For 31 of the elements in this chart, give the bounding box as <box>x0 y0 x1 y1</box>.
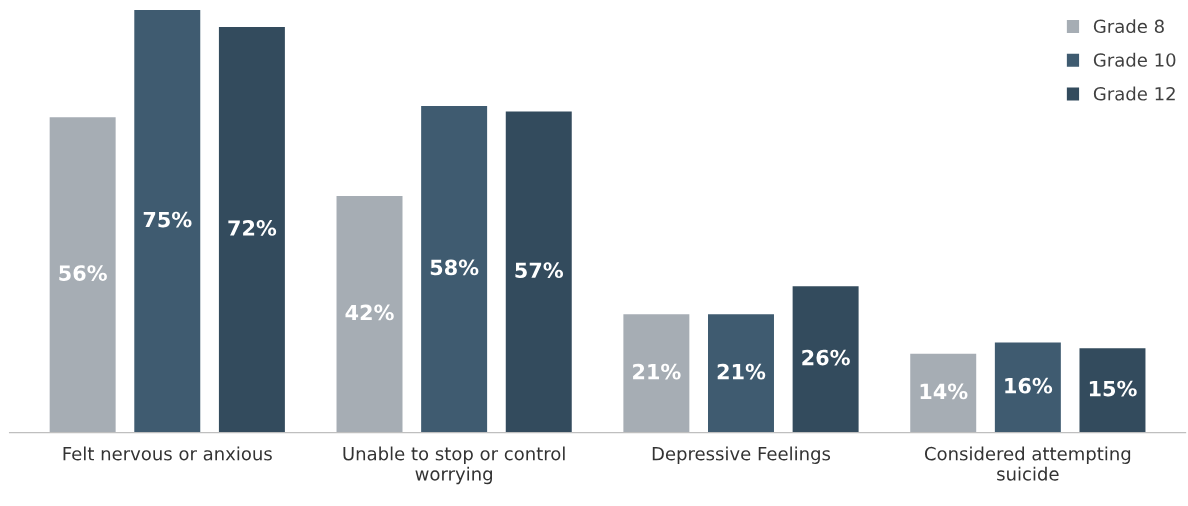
data-label: 15% <box>1089 380 1137 397</box>
legend-label: Grade 12 <box>1093 86 1175 101</box>
data-label: 57% <box>515 262 564 279</box>
data-label: 56% <box>59 265 107 281</box>
data-label: 42% <box>345 304 394 321</box>
bar <box>708 314 774 433</box>
bar <box>134 10 201 433</box>
bar <box>336 196 403 433</box>
data-label: 21% <box>717 363 766 380</box>
x-tick-label: Felt nervous or anxious <box>63 446 272 461</box>
data-label: 14% <box>920 383 968 400</box>
bar <box>910 353 977 433</box>
bar <box>792 286 859 433</box>
bar <box>505 111 572 433</box>
bar <box>1079 348 1146 433</box>
bar <box>49 117 116 433</box>
x-tick-label: Depressive Feelings <box>652 446 831 464</box>
x-tick-label: Unable to stop or control worrying <box>343 446 565 485</box>
data-label: 58% <box>430 259 479 276</box>
data-label: 75% <box>143 211 192 228</box>
bar <box>994 342 1061 433</box>
data-label: 16% <box>1005 377 1053 394</box>
data-label: 72% <box>228 220 277 236</box>
x-tick-label: Considered attempting suicide <box>924 446 1131 481</box>
bar <box>218 27 285 433</box>
bar <box>421 105 488 433</box>
data-label: 21% <box>633 363 681 380</box>
legend-label: Grade 10 <box>1093 52 1176 67</box>
data-label: 26% <box>802 349 850 366</box>
bar <box>623 314 690 433</box>
legend-label: Grade 8 <box>1093 19 1164 34</box>
